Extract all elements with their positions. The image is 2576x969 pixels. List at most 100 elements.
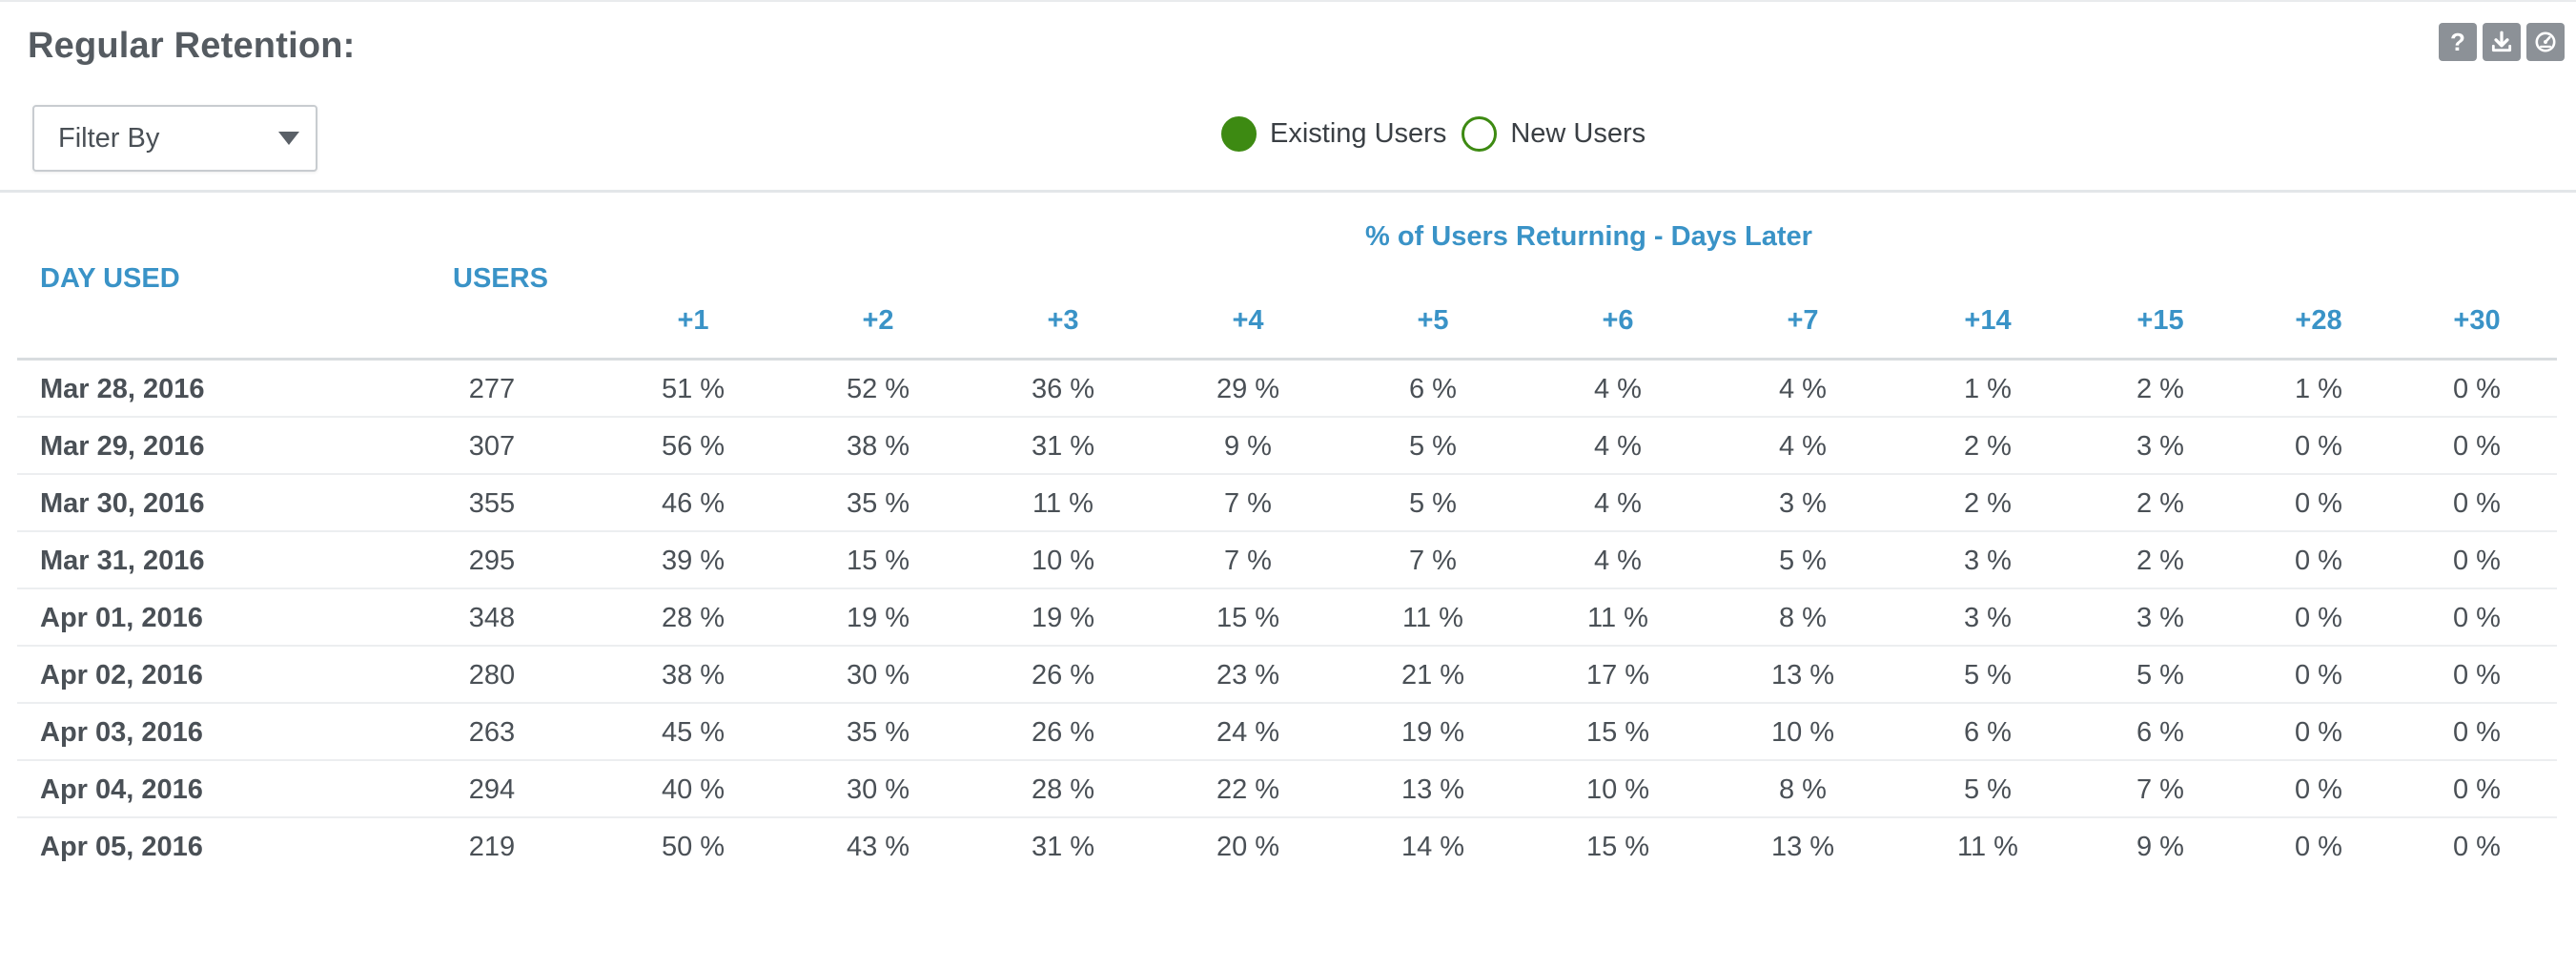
cell-retention-percent: 7 % [1224,488,1272,519]
filter-label: Filter By [58,123,160,154]
cell-date: Apr 05, 2016 [40,832,203,862]
cell-retention-percent: 19 % [1400,717,1465,748]
table-header-divider [17,358,2557,361]
legend-item-existing-users[interactable]: Existing Users [1221,115,1462,152]
cell-retention-percent: 38 % [661,660,726,691]
cell-retention-percent: 29 % [1216,374,1280,404]
hollow-circle-icon [1462,115,1498,152]
cell-retention-percent: 26 % [1031,660,1095,691]
cell-retention-percent: 2 % [1964,431,2012,462]
download-icon [2491,31,2512,52]
cell-retention-percent: 52 % [846,374,910,404]
cell-retention-percent: 13 % [1400,774,1465,805]
cell-retention-percent: 5 % [1964,660,2012,691]
cell-date: Apr 03, 2016 [40,717,203,748]
cell-retention-percent: 4 % [1594,546,1642,576]
cell-retention-percent: 1 % [1964,374,2012,404]
cell-retention-percent: 5 % [1779,546,1827,576]
cell-retention-percent: 28 % [661,603,726,633]
help-icon: ? [2450,27,2465,56]
cell-retention-percent: 7 % [1409,546,1457,576]
panel-header: Regular Retention: ? [0,2,2576,193]
dashboard-icon [2535,31,2556,52]
cell-retention-percent: 24 % [1216,717,1280,748]
help-button[interactable]: ? [2439,23,2477,61]
cell-retention-percent: 38 % [846,431,910,462]
cell-retention-percent: 13 % [1770,660,1835,691]
cell-retention-percent: 23 % [1216,660,1280,691]
cell-retention-percent: 4 % [1594,488,1642,519]
column-header-day-used: DAY USED [40,263,180,294]
cell-users: 294 [468,774,516,805]
cell-retention-percent: 51 % [661,374,726,404]
cell-retention-percent: 22 % [1216,774,1280,805]
cell-retention-percent: 6 % [1964,717,2012,748]
table-row: Mar 28, 2016 277 51 % 52 % 36 % 29 % 6 % 4 % 4 %… [17,361,2557,418]
cell-users: 219 [468,832,516,862]
caret-down-icon [278,132,299,145]
cell-retention-percent: 4 % [1594,431,1642,462]
cell-retention-percent: 0 % [2295,546,2342,576]
table-row: Mar 31, 2016 295 39 % 15 % 10 % 7 % 7 % 4 % 5 % 3… [17,532,2557,589]
cell-retention-percent: 0 % [2453,374,2501,404]
cell-retention-percent: 0 % [2295,660,2342,691]
cell-retention-percent: 2 % [2136,546,2184,576]
cell-retention-percent: 1 % [2295,374,2342,404]
cell-retention-percent: 6 % [1409,374,1457,404]
cell-users: 280 [468,660,516,691]
cell-retention-percent: 0 % [2453,488,2501,519]
cell-users: 263 [468,717,516,748]
filter-dropdown[interactable]: Filter By [32,105,317,172]
cell-retention-percent: 0 % [2453,660,2501,691]
cell-retention-percent: 3 % [1964,603,2012,633]
cell-retention-percent: 13 % [1770,832,1835,862]
cell-retention-percent: 0 % [2453,832,2501,862]
column-header-day-offset: +5 [1417,305,1449,336]
cell-retention-percent: 10 % [1031,546,1095,576]
download-button[interactable] [2483,23,2521,61]
cell-retention-percent: 17 % [1585,660,1650,691]
cell-retention-percent: 46 % [661,488,726,519]
cell-retention-percent: 0 % [2453,431,2501,462]
cell-retention-percent: 15 % [1585,717,1650,748]
cell-retention-percent: 30 % [846,774,910,805]
cell-retention-percent: 45 % [661,717,726,748]
dashboard-button[interactable] [2526,23,2565,61]
cell-retention-percent: 3 % [1779,488,1827,519]
cell-retention-percent: 0 % [2295,832,2342,862]
cell-retention-percent: 6 % [2136,717,2184,748]
cell-date: Mar 29, 2016 [40,431,205,462]
cell-retention-percent: 2 % [1964,488,2012,519]
cell-date: Mar 28, 2016 [40,374,205,404]
cell-retention-percent: 10 % [1585,774,1650,805]
cell-retention-percent: 19 % [1031,603,1095,633]
table-row: Mar 29, 2016 307 56 % 38 % 31 % 9 % 5 % 4 % 4 % 2… [17,418,2557,475]
toolbar: ? [2439,23,2565,61]
cell-date: Apr 01, 2016 [40,603,203,633]
table-row: Apr 02, 2016 280 38 % 30 % 26 % 23 % 21 % 17 % 1… [17,647,2557,704]
column-header-day-offset: +6 [1602,305,1634,336]
cell-retention-percent: 15 % [1585,832,1650,862]
cell-date: Mar 30, 2016 [40,488,205,519]
filled-circle-icon [1221,115,1257,152]
cell-retention-percent: 0 % [2295,717,2342,748]
cell-retention-percent: 9 % [1224,431,1272,462]
legend-item-new-users[interactable]: New Users [1462,115,1661,152]
cell-retention-percent: 8 % [1779,603,1827,633]
cell-retention-percent: 11 % [1587,603,1648,633]
cell-retention-percent: 11 % [1032,488,1094,519]
table-row: Apr 03, 2016 263 45 % 35 % 26 % 24 % 19 % 15 % 1… [17,704,2557,761]
column-header-day-offset: +14 [1964,305,2012,336]
table-group-header: % of Users Returning - Days Later [1365,221,1812,252]
legend-label: Existing Users [1270,117,1447,149]
cell-retention-percent: 0 % [2453,774,2501,805]
cell-retention-percent: 20 % [1216,832,1280,862]
column-header-day-offset: +4 [1232,305,1264,336]
cell-retention-percent: 11 % [1957,832,2018,862]
cell-retention-percent: 3 % [1964,546,2012,576]
cell-retention-percent: 7 % [1224,546,1272,576]
cell-retention-percent: 0 % [2295,431,2342,462]
cell-users: 277 [468,374,516,404]
table-row: Mar 30, 2016 355 46 % 35 % 11 % 7 % 5 % 4 % 3 % 2… [17,475,2557,532]
column-header-day-offset: +28 [2295,305,2342,336]
